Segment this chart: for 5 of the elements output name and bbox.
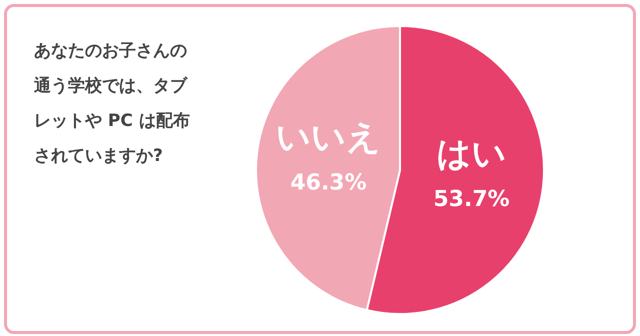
text: あなたのお子さんの通う学校では、タブレットや PC は配布されていますか?	[34, 40, 191, 168]
slice-label: はい	[436, 134, 507, 174]
data-label: 53.7%	[433, 187, 510, 212]
data-label: 46.3%	[290, 170, 367, 196]
slice-label: いいえ	[276, 117, 381, 158]
